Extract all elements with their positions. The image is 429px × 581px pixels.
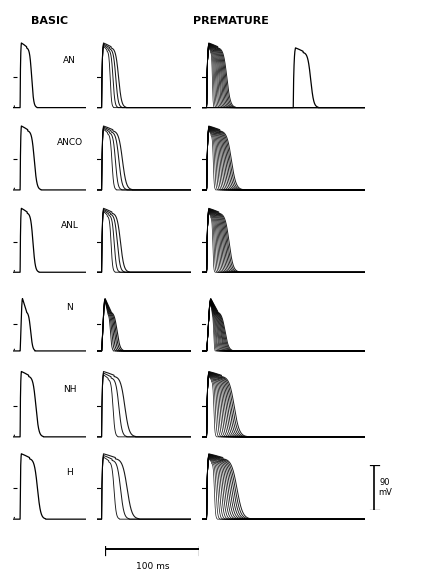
Text: N: N <box>66 303 73 312</box>
Text: ANCO: ANCO <box>57 138 83 148</box>
Text: H: H <box>66 468 73 476</box>
Text: mV: mV <box>378 489 392 497</box>
Text: 100 ms: 100 ms <box>136 562 169 571</box>
Text: NH: NH <box>63 385 76 394</box>
Text: 90: 90 <box>380 478 390 487</box>
Text: BASIC: BASIC <box>31 16 68 26</box>
Text: ANL: ANL <box>61 221 79 229</box>
Text: AN: AN <box>63 56 76 65</box>
Text: PREMATURE: PREMATURE <box>193 16 269 26</box>
